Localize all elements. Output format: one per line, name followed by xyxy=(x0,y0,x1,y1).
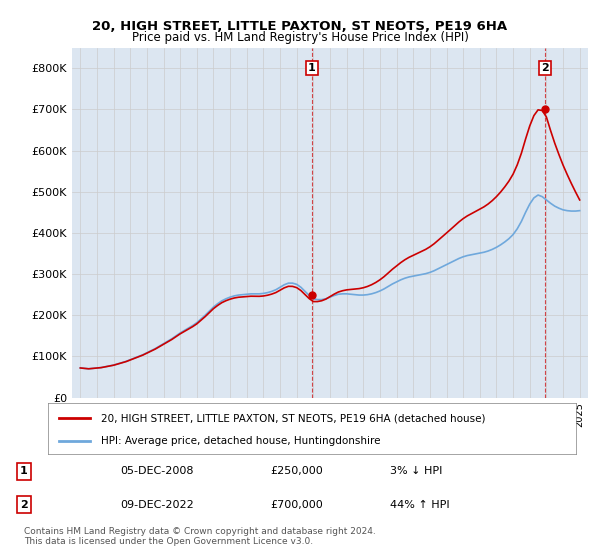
Text: 09-DEC-2022: 09-DEC-2022 xyxy=(120,500,194,510)
Text: 05-DEC-2008: 05-DEC-2008 xyxy=(120,466,193,476)
Text: Price paid vs. HM Land Registry's House Price Index (HPI): Price paid vs. HM Land Registry's House … xyxy=(131,31,469,44)
Text: £250,000: £250,000 xyxy=(270,466,323,476)
Text: 3% ↓ HPI: 3% ↓ HPI xyxy=(390,466,442,476)
Text: 2: 2 xyxy=(20,500,28,510)
Text: 1: 1 xyxy=(20,466,28,476)
Text: HPI: Average price, detached house, Huntingdonshire: HPI: Average price, detached house, Hunt… xyxy=(101,436,380,446)
Text: Contains HM Land Registry data © Crown copyright and database right 2024.
This d: Contains HM Land Registry data © Crown c… xyxy=(24,526,376,546)
Text: £700,000: £700,000 xyxy=(270,500,323,510)
Text: 44% ↑ HPI: 44% ↑ HPI xyxy=(390,500,449,510)
Text: 1: 1 xyxy=(308,63,316,73)
Text: 20, HIGH STREET, LITTLE PAXTON, ST NEOTS, PE19 6HA (detached house): 20, HIGH STREET, LITTLE PAXTON, ST NEOTS… xyxy=(101,413,485,423)
Text: 20, HIGH STREET, LITTLE PAXTON, ST NEOTS, PE19 6HA: 20, HIGH STREET, LITTLE PAXTON, ST NEOTS… xyxy=(92,20,508,32)
Text: 2: 2 xyxy=(541,63,549,73)
